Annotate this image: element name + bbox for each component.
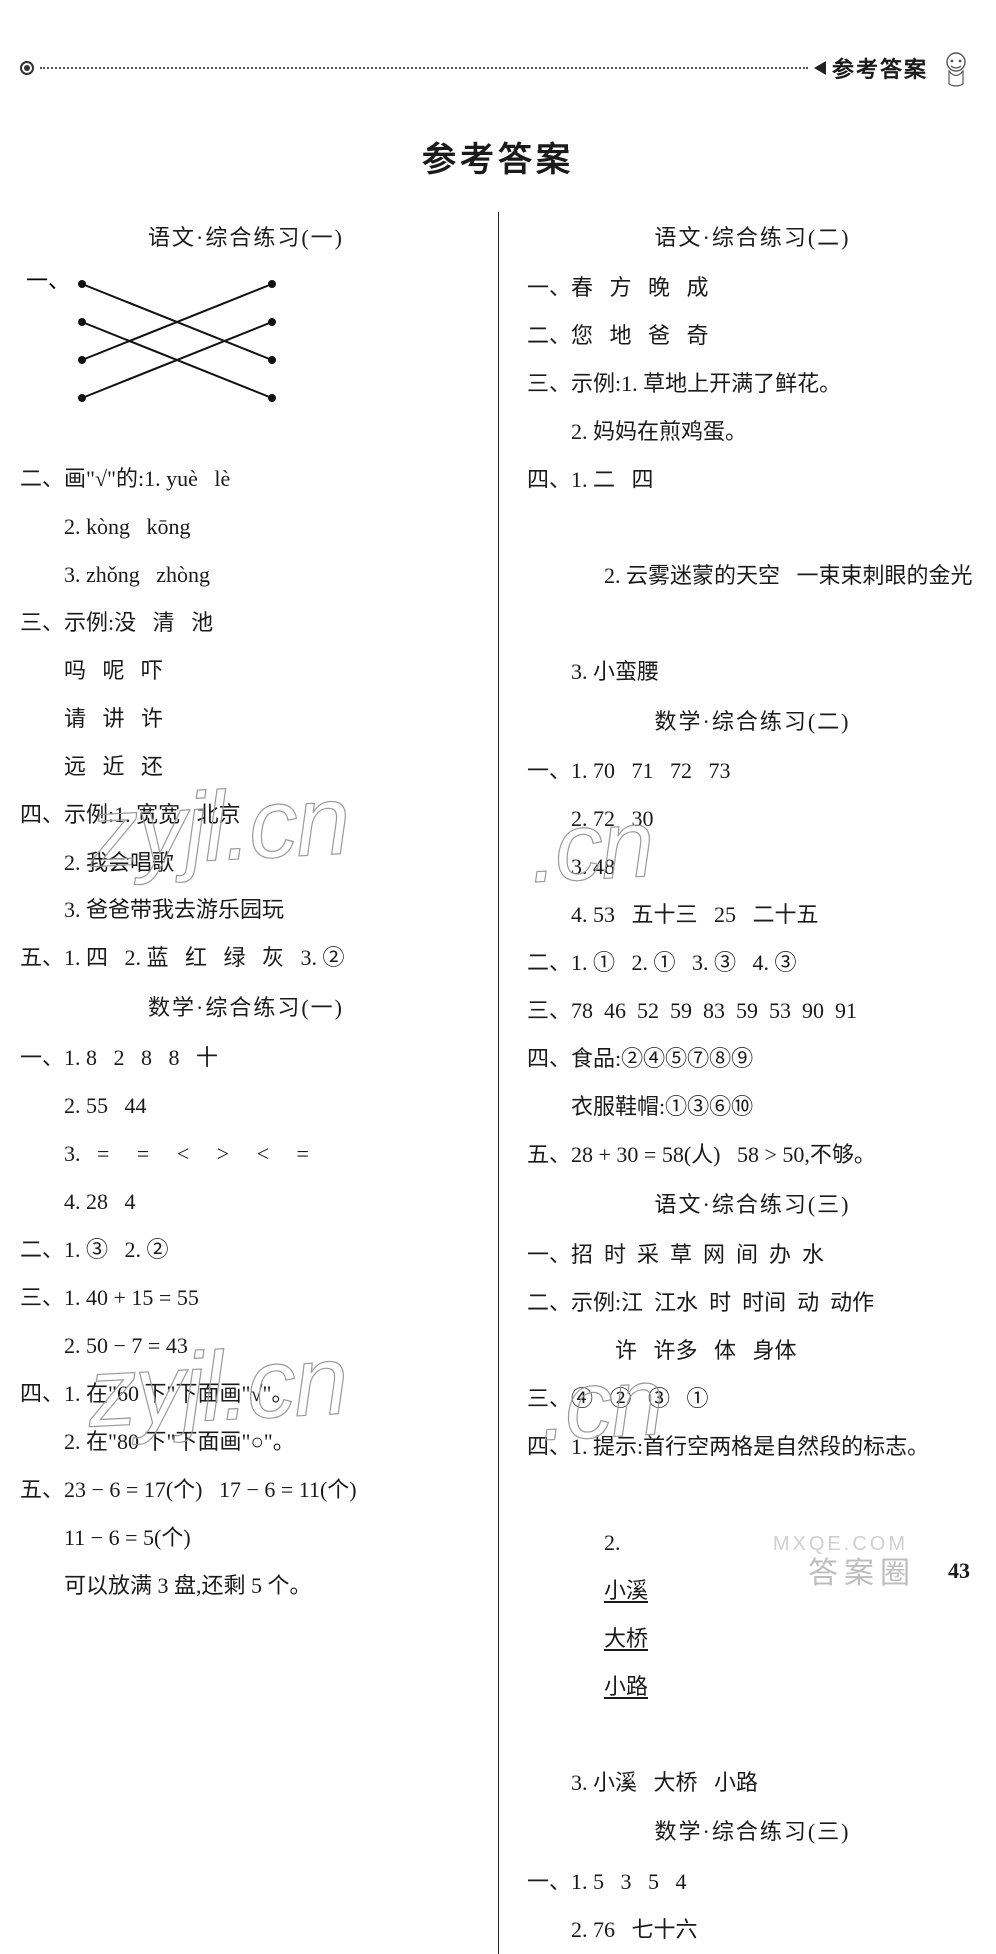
- text: 一束束刺眼的金光: [797, 563, 973, 588]
- answer-line: 三、78 46 52 59 83 59 53 90 91: [527, 987, 978, 1035]
- answer-line: 3. zhǒng zhòng: [20, 551, 472, 599]
- right-column: 语文·综合练习(二) 一、春 方 晚 成 二、您 地 爸 奇 三、示例:1. 草…: [498, 212, 996, 1954]
- right-section-title-1: 语文·综合练习(二): [527, 214, 978, 262]
- answer-line: 一、春 方 晚 成: [527, 264, 978, 312]
- answer-line: 2. 妈妈在煎鸡蛋。: [527, 408, 978, 456]
- left-section-title-1: 语文·综合练习(一): [20, 214, 472, 262]
- answer-line: 可以放满 3 盘,还剩 5 个。: [20, 1562, 472, 1610]
- header-bullet-icon: [20, 61, 34, 75]
- answer-line: 吗 呢 吓: [20, 647, 472, 695]
- answer-line: 2. 55 44: [20, 1082, 472, 1130]
- answer-line: 3. = = < > < =: [20, 1130, 472, 1178]
- answer-line: 四、示例:1. 宽宽 北京: [20, 791, 472, 839]
- answer-line: 四、食品:②④⑤⑦⑧⑨: [527, 1035, 978, 1083]
- answer-line: 2. 72 30: [527, 795, 978, 843]
- answer-line: 3. 小蛮腰: [527, 648, 978, 696]
- right-section-title-2: 数学·综合练习(二): [527, 698, 978, 746]
- underlined-word: 小路: [604, 1674, 648, 1699]
- answer-line: 二、您 地 爸 奇: [527, 312, 978, 360]
- answer-line: 4. 53 五十三 25 二十五: [527, 891, 978, 939]
- answer-line: 2. 50 − 7 = 43: [20, 1322, 472, 1370]
- answer-line: 许 许多 体 身体: [527, 1327, 978, 1375]
- footer-watermark-main: 答案圈: [808, 1548, 916, 1592]
- diagram-svg: 一、: [26, 266, 286, 436]
- right-section-title-4: 数学·综合练习(三): [527, 1808, 978, 1856]
- text: 2. 云雾迷蒙的天空: [604, 563, 780, 588]
- answer-line: 三、1. 40 + 15 = 55: [20, 1274, 472, 1322]
- answer-line: 四、1. 在"60 下"下面画"√"。: [20, 1370, 472, 1418]
- answer-line: 远 近 还: [20, 743, 472, 791]
- answer-line: 五、28 + 30 = 58(人) 58 > 50,不够。: [527, 1131, 978, 1179]
- answer-line: 一、招 时 采 草 网 间 办 水: [527, 1231, 978, 1279]
- answer-line: 2. 小溪 大桥 小路: [527, 1471, 978, 1759]
- answer-line: 2. 76 七十六: [527, 1906, 978, 1954]
- svg-text:一、: 一、: [26, 268, 70, 293]
- answer-line: 2. kòng kōng: [20, 503, 472, 551]
- prefix: 2.: [604, 1530, 626, 1555]
- underlined-word: 小溪: [604, 1578, 648, 1603]
- answer-line: 请 讲 许: [20, 695, 472, 743]
- answer-line: 三、④ ② ③ ①: [527, 1375, 978, 1423]
- page-header: 参考答案: [20, 48, 976, 88]
- content-columns: 语文·综合练习(一) 一、 二、画"√"的:1. yuè lè 2. kòng …: [0, 212, 996, 1954]
- left-column: 语文·综合练习(一) 一、 二、画"√"的:1. yuè lè 2. kòng …: [0, 212, 498, 1954]
- answer-line: 三、示例:没 清 池: [20, 599, 472, 647]
- header-triangle-icon: [814, 61, 826, 75]
- answer-line: 五、1. 四 2. 蓝 红 绿 灰 3. ②: [20, 934, 472, 982]
- underlined-word: 大桥: [604, 1626, 648, 1651]
- answer-line: 二、示例:江 江水 时 时间 动 动作: [527, 1279, 978, 1327]
- answer-line: 11 − 6 = 5(个): [20, 1514, 472, 1562]
- right-section-title-3: 语文·综合练习(三): [527, 1181, 978, 1229]
- answer-line: 2. 我会唱歌: [20, 839, 472, 887]
- answer-line: 一、1. 5 3 5 4: [527, 1858, 978, 1906]
- answer-line: 四、1. 二 四: [527, 456, 978, 504]
- answer-line: 二、画"√"的:1. yuè lè: [20, 455, 472, 503]
- answer-line: 三、示例:1. 草地上开满了鲜花。: [527, 360, 978, 408]
- page-number: 43: [948, 1558, 970, 1584]
- answer-line: 3. 爸爸带我去游乐园玩: [20, 886, 472, 934]
- answer-line: 四、1. 提示:首行空两格是自然段的标志。: [527, 1423, 978, 1471]
- answer-line: 五、23 − 6 = 17(个) 17 − 6 = 11(个): [20, 1466, 472, 1514]
- page-title: 参考答案: [0, 132, 996, 181]
- answer-line: 3. 48: [527, 843, 978, 891]
- header-label: 参考答案: [832, 52, 928, 84]
- answer-line: 2. 云雾迷蒙的天空 一束束刺眼的金光: [527, 504, 978, 648]
- answer-line: 一、1. 70 71 72 73: [527, 747, 978, 795]
- answer-line: 2. 在"80 下"下面画"○"。: [20, 1418, 472, 1466]
- answer-line: 3. 小溪 大桥 小路: [527, 1759, 978, 1807]
- answer-line: 二、1. ③ 2. ②: [20, 1226, 472, 1274]
- matching-diagram: 一、: [26, 266, 472, 453]
- left-section-title-2: 数学·综合练习(一): [20, 984, 472, 1032]
- answer-line: 4. 28 4: [20, 1178, 472, 1226]
- answer-line: 二、1. ① 2. ① 3. ③ 4. ③: [527, 939, 978, 987]
- answer-line: 一、1. 8 2 8 8 十: [20, 1034, 472, 1082]
- answer-line: 衣服鞋帽:①③⑥⑩: [527, 1083, 978, 1131]
- header-dots: [40, 67, 808, 69]
- mascot-icon: [936, 48, 976, 88]
